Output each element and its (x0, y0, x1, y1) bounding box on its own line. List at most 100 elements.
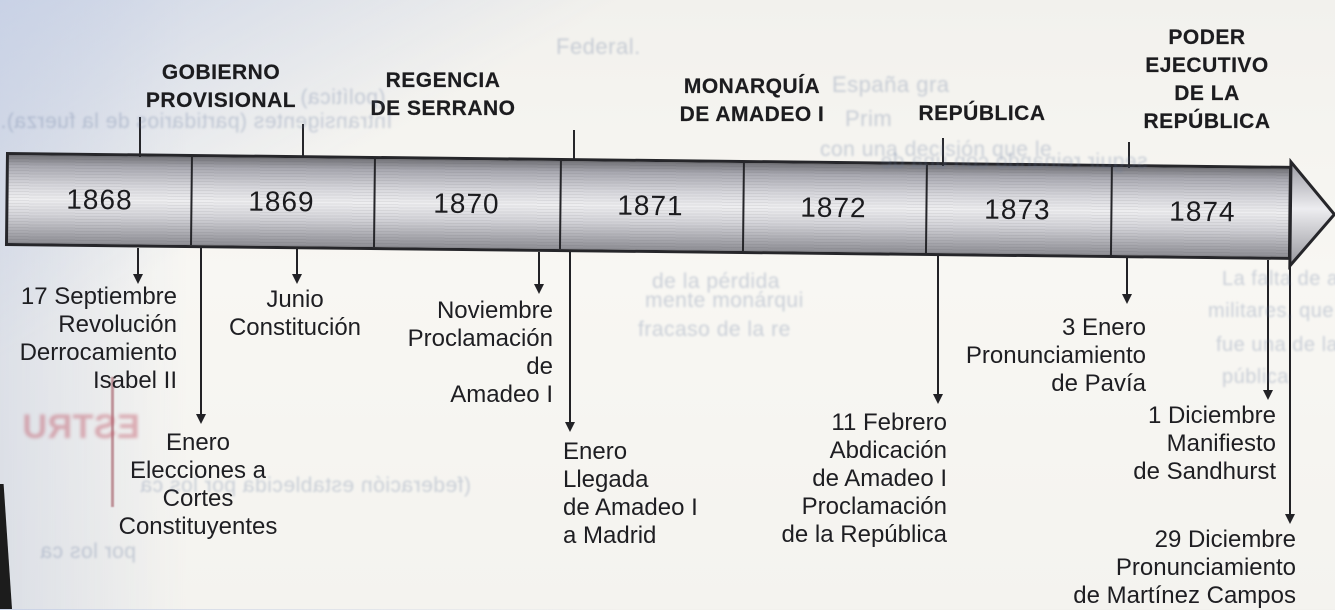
event-arrow (292, 249, 302, 284)
event-label-abdicacion-proclamacion-republica: 11 Febrero Abdicación de Amadeo I Proclamac… (782, 409, 947, 549)
event-arrow (1285, 260, 1295, 524)
event-label-line: Enero (563, 438, 628, 465)
period-label-poder-ejecutivo-de-la-republica: PODER EJECUTIVO DE LA REPÚBLICA (1037, 24, 1335, 136)
event-arrow (933, 256, 943, 404)
event-label-line: de la República (781, 521, 947, 548)
segment-divider (558, 160, 562, 250)
timeline-arrowhead-icon (1288, 157, 1335, 270)
period-label-republica: REPÚBLICA (812, 100, 1152, 128)
event-label-line: Proclamación (407, 325, 553, 352)
event-arrow (565, 252, 575, 432)
bleedthrough-text: (política) (300, 86, 386, 109)
event-label-line: Proclamación (801, 493, 947, 520)
period-label-gobierno-provisional: GOBIERNO PROVISIONAL (51, 59, 391, 115)
year-label: 1868 (66, 183, 133, 216)
segment-divider (372, 158, 376, 247)
event-label-line: Abdicación (829, 437, 947, 464)
event-arrow (1263, 260, 1273, 400)
event-label-line: 1 Diciembre (1147, 402, 1276, 429)
period-tick (1128, 142, 1130, 168)
page-corner-shadow (0, 484, 12, 609)
segment-divider (741, 162, 745, 251)
event-label-proclamacion-amadeo: Noviembre Proclamación de Amadeo I (408, 297, 553, 409)
period-label-regencia-de-serrano: REGENCIA DE SERRANO (273, 67, 613, 123)
event-label-pronunciamiento-martinez-campos: 29 Diciembre Pronunciamiento de Martínez C… (1073, 526, 1296, 610)
event-label-line: 11 Febrero (831, 409, 947, 436)
event-label-line: a Madrid (563, 522, 657, 549)
event-label-line: 3 Enero (1061, 314, 1146, 341)
period-tick (573, 130, 575, 161)
year-label: 1870 (433, 187, 500, 220)
bleedthrough-text: por los ca (40, 540, 137, 563)
event-label-line: de Amadeo I (812, 465, 947, 492)
event-label-pronunciamiento-pavia: 3 Enero Pronunciamiento de Pavía (966, 314, 1146, 398)
year-label: 1869 (248, 185, 315, 218)
bleedthrough-text: militares, que eran (1208, 300, 1335, 322)
bleedthrough-text: fracaso de la re (638, 318, 791, 341)
bleedthrough-text: pública (1222, 366, 1289, 388)
period-label-line: REPÚBLICA (1143, 110, 1271, 133)
event-label-line: Isabel II (92, 367, 177, 394)
period-label-line: PODER (1168, 26, 1246, 49)
bleedthrough-text: con una decisión que le (820, 138, 1053, 161)
event-label-revolucion-1868: 17 Septiembre Revolución Derrocamiento Isab… (20, 283, 177, 395)
year-label: 1874 (1169, 195, 1236, 228)
timeline: 1868 1869 1870 1871 1872 1873 1874 (4, 152, 1335, 270)
event-label-line: Elecciones a (129, 457, 267, 484)
event-arrow (196, 248, 206, 424)
bleedthrough-text: Intransigentes (partidarios de la fuerza… (0, 110, 393, 133)
event-label-line: Derrocamiento (19, 339, 177, 366)
period-label-line: DE LA (1174, 82, 1240, 105)
period-label-monarquia-de-amadeo-i: MONARQUÍA DE AMADEO I (582, 73, 922, 129)
period-tick (302, 124, 304, 158)
event-label-line: Amadeo I (450, 381, 553, 408)
event-label-line: Constituyentes (118, 513, 278, 540)
bleedthrough-text: La falta de apoyo (1222, 268, 1335, 290)
event-label-line: de Pavía (1051, 370, 1146, 397)
bleedthrough-text: fue una de las (1216, 334, 1335, 356)
event-label-line: Pronunciamiento (1115, 554, 1296, 581)
period-label-line: GOBIERNO (161, 61, 281, 84)
event-label-line: Constitución (228, 314, 362, 341)
event-label-line: Junio (266, 286, 324, 313)
event-label-constitucion-1869: Junio Constitución (145, 286, 445, 342)
period-label-line: DE SERRANO (370, 97, 516, 120)
period-label-line: PROVISIONAL (145, 89, 297, 112)
period-label-line: REPÚBLICA (918, 102, 1046, 125)
bleedthrough-text: Prim (845, 106, 893, 131)
event-label-line: Noviembre (436, 297, 553, 324)
event-arrow (534, 252, 544, 294)
event-label-line: de Martínez Campos (1073, 582, 1296, 609)
period-label-line: DE AMADEO I (679, 103, 825, 126)
bleedthrough-text: Federal. (556, 34, 641, 59)
event-label-line: 29 Diciembre (1154, 526, 1296, 553)
event-label-elecciones-cortes: Enero Elecciones a Cortes Constituyentes (48, 429, 348, 541)
period-label-line: EJECUTIVO (1145, 54, 1269, 77)
event-label-line: 17 Septiembre (20, 283, 177, 310)
event-label-line: de Sandhurst (1133, 458, 1276, 485)
event-label-manifiesto-sandhurst: 1 Diciembre Manifiesto de Sandhurst (1133, 402, 1276, 486)
segment-divider (1109, 166, 1113, 255)
period-label-line: REGENCIA (385, 69, 501, 92)
bleedthrough-text: seguir reinando con una de (880, 150, 1148, 173)
event-arrow (1122, 258, 1132, 304)
event-label-line: Pronunciamiento (965, 342, 1146, 369)
year-label: 1871 (617, 189, 684, 222)
segment-divider (924, 164, 928, 253)
year-label: 1873 (984, 193, 1051, 226)
period-tick (139, 117, 141, 157)
event-label-line: Cortes (162, 485, 234, 512)
event-label-line: Enero (165, 429, 231, 456)
bleedthrough-text: España gra (832, 72, 950, 97)
period-tick (942, 138, 944, 166)
period-label-line: MONARQUÍA (683, 75, 821, 98)
event-label-line: Manifiesto (1166, 430, 1276, 457)
bleedthrough-text: (federación establecida por los ca (140, 474, 472, 497)
segment-divider (190, 157, 193, 246)
event-label-line: de Amadeo I (563, 494, 698, 521)
red-margin-mark (111, 377, 114, 507)
event-label-line: de (526, 353, 553, 380)
bleedthrough-text: mente monárqui (645, 289, 804, 312)
